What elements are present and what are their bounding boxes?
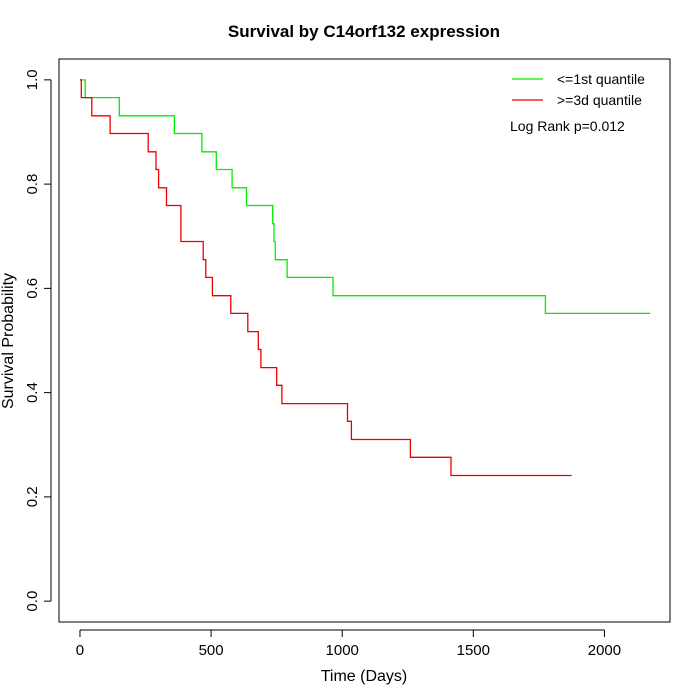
legend-label: <=1st quantile	[557, 71, 645, 87]
chart-title: Survival by C14orf132 expression	[228, 22, 500, 41]
x-tick-label: 500	[199, 642, 224, 659]
y-tick-label: 0.4	[24, 382, 41, 403]
x-axis-label: Time (Days)	[321, 668, 408, 685]
x-tick-label: 0	[76, 642, 84, 659]
y-axis: 0.0 0.2 0.4 0.6 0.8 1.0	[24, 69, 52, 612]
x-tick-label: 2000	[588, 642, 621, 659]
legend: <=1st quantile >=3d quantile	[512, 71, 645, 108]
legend-label: >=3d quantile	[557, 92, 642, 108]
y-tick-label: 0.6	[24, 278, 41, 299]
y-axis-label: Survival Probability	[0, 273, 17, 409]
x-tick-label: 1500	[457, 642, 490, 659]
y-tick-label: 1.0	[24, 69, 41, 90]
plot-frame	[58, 58, 671, 623]
x-axis: 0 500 1000 1500 2000	[76, 629, 621, 659]
series-layer	[80, 79, 651, 477]
y-tick-label: 0.8	[24, 174, 41, 195]
x-tick-label: 1000	[326, 642, 359, 659]
log-rank-annotation: Log Rank p=0.012	[510, 118, 625, 134]
y-tick-label: 0.2	[24, 486, 41, 507]
survival-curve-high	[80, 79, 572, 477]
survival-curve-low	[80, 79, 651, 315]
y-tick-label: 0.0	[24, 591, 41, 612]
